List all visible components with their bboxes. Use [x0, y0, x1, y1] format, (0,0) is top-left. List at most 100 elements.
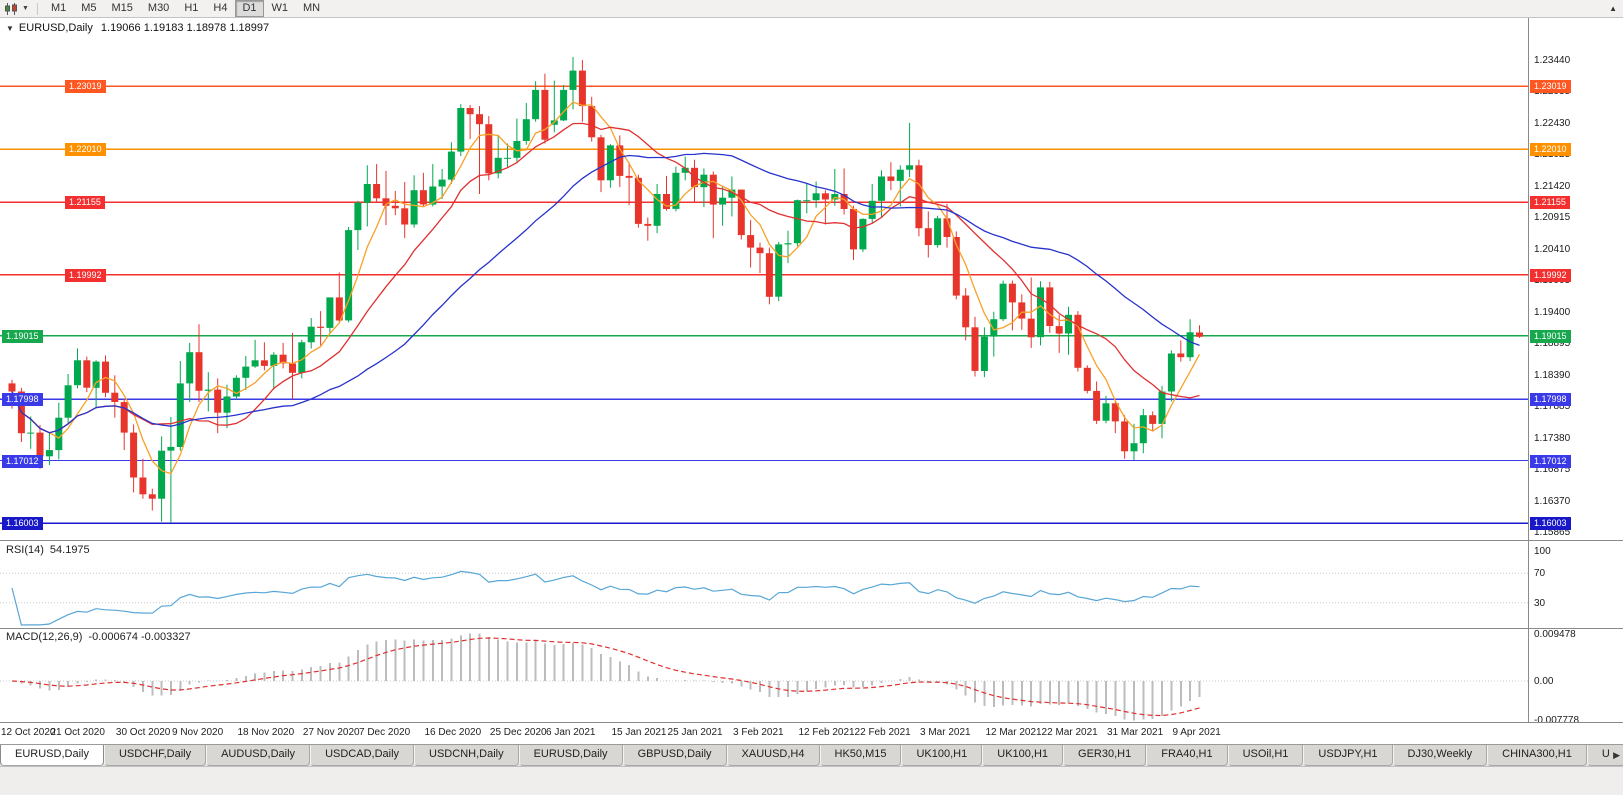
date-label: 30 Oct 2020 [115, 727, 171, 738]
ma-medium-line [11, 122, 1200, 434]
symbol-menu-icon[interactable]: ▼ [6, 24, 14, 33]
hline-price-tag-left: 1.17998 [2, 393, 43, 407]
rsi-line [11, 570, 1200, 626]
price-axis-label: 1.18390 [1534, 369, 1571, 381]
chart-tab-USOil-H1[interactable]: USOil,H1 [1227, 745, 1304, 766]
price-axis-label: 1.22430 [1534, 117, 1571, 129]
hline-price-tag-left: 1.16003 [2, 517, 43, 531]
panel-splitter-rsi[interactable] [0, 540, 1623, 541]
price-axis-label: 1.16370 [1534, 495, 1571, 507]
date-label: 27 Nov 2020 [302, 727, 360, 738]
panel-splitter-macd[interactable] [0, 628, 1623, 629]
chart-tab-UK100-H1[interactable]: UK100,H1 [901, 745, 983, 766]
date-label: 16 Dec 2020 [424, 727, 482, 738]
period-button-D1[interactable]: D1 [235, 0, 264, 17]
chart-tab-USDCNH-Daily[interactable]: USDCNH,Daily [414, 745, 519, 766]
price-axis-label: 1.19400 [1534, 306, 1571, 318]
chart-tab-DJ30-Weekly[interactable]: DJ30,Weekly [1392, 745, 1488, 766]
ma-slow-line [11, 152, 1200, 434]
chart-type-icon[interactable] [4, 2, 19, 15]
chart-title-ohlc: 1.19066 1.19183 1.18978 1.18997 [100, 22, 270, 34]
date-axis[interactable]: 12 Oct 2020 21 Oct 2020 30 Oct 2020 9 Nov 2… [0, 722, 1623, 744]
hline-price-tag-right: 1.23019 [1530, 80, 1571, 94]
macd-values: -0.000674 -0.003327 [88, 631, 191, 643]
date-label: 12 Feb 2021 [798, 727, 855, 738]
chart-tab-EURUSD-Daily[interactable]: EURUSD,Daily [518, 745, 623, 766]
macd-label: MACD(12,26,9) -0.000674 -0.003327 [6, 631, 191, 643]
hline-price-tag-right: 1.22010 [1530, 143, 1571, 157]
horizontal-lines [0, 85, 1528, 525]
price-axis-label: 1.16875 [1534, 464, 1571, 476]
date-label: 9 Apr 2021 [1172, 727, 1221, 738]
period-button-H1[interactable]: H1 [184, 2, 199, 14]
period-button-M30[interactable]: M30 [147, 2, 170, 14]
period-button-MN[interactable]: MN [303, 2, 321, 14]
chart-title: ▼ EURUSD,Daily 1.19066 1.19183 1.18978 1.1… [6, 22, 269, 34]
hline-price-tag-left: 1.17012 [2, 454, 43, 468]
chart-canvas[interactable] [0, 0, 1528, 722]
chart-tab-EURUSD-Daily[interactable]: EURUSD,Daily [0, 745, 104, 766]
price-axis-label: 1.17380 [1534, 432, 1571, 444]
period-button-W1[interactable]: W1 [271, 2, 289, 14]
period-button-M5[interactable]: M5 [81, 2, 97, 14]
price-axis-label: 1.20915 [1534, 212, 1571, 224]
date-label: 7 Dec 2020 [359, 727, 411, 738]
date-label: 21 Oct 2020 [50, 727, 105, 738]
toolbar-scroll-up-icon[interactable]: ▲ [1609, 4, 1617, 13]
chart-title-symbol: EURUSD,Daily [18, 22, 93, 34]
rsi-axis-label: 100 [1534, 546, 1551, 557]
period-button-M1[interactable]: M1 [50, 2, 67, 14]
hline-price-tag-right: 1.19015 [1530, 329, 1571, 343]
chart-tab-XAUUSD-H4[interactable]: XAUUSD,H4 [726, 745, 820, 766]
rsi-axis-label: 70 [1534, 568, 1546, 580]
hline-price-tag-left: 1.21155 [65, 196, 105, 210]
macd-axis-top-label: 0.009478 [1534, 628, 1576, 640]
price-axis-label: 1.15865 [1534, 527, 1571, 538]
date-label: 15 Jan 2021 [611, 727, 667, 738]
hline-price-tag-left: 1.19992 [65, 268, 106, 282]
macd-name: MACD(12,26,9) [6, 631, 83, 643]
chart-tab-U[interactable]: U [1586, 745, 1623, 766]
date-label: 25 Jan 2021 [667, 727, 723, 738]
date-label: 22 Feb 2021 [854, 727, 911, 738]
price-axis-label: 1.18895 [1534, 338, 1571, 350]
date-label: 31 Mar 2021 [1107, 727, 1164, 738]
hline-price-tag-left: 1.19015 [2, 329, 43, 343]
toolbar: ▼ M1 M5 M15 M30 H1 H4 D1 W1 MN ▲ [0, 0, 1623, 18]
hline-price-tag-left: 1.23019 [65, 80, 106, 94]
rsi-value: 54.1975 [49, 544, 90, 556]
chart-tab-GBPUSD-Daily[interactable]: GBPUSD,Daily [622, 745, 727, 766]
chart-tab-UK100-H1[interactable]: UK100,H1 [982, 745, 1064, 766]
chart-type-dropdown-icon[interactable]: ▼ [22, 5, 29, 12]
chart-tab-AUDUSD-Daily[interactable]: AUDUSD,Daily [206, 745, 311, 766]
price-axis-label: 1.20410 [1534, 243, 1571, 255]
price-axis-column[interactable]: 1.234401.229351.224301.219251.214201.209… [1528, 18, 1623, 726]
tabs-scroll-right-icon[interactable]: ▶ [1613, 750, 1620, 760]
hline-price-tag-right: 1.21155 [1530, 196, 1570, 210]
ma-fast-line [11, 101, 1201, 475]
chart-tab-USDCAD-Daily[interactable]: USDCAD,Daily [310, 745, 415, 766]
chart-tab-GER30-H1[interactable]: GER30,H1 [1063, 745, 1147, 766]
macd-histogram [20, 633, 1201, 721]
chart-tab-CHINA300-H1[interactable]: CHINA300,H1 [1487, 745, 1587, 766]
price-axis-label: 1.21420 [1534, 180, 1571, 192]
rsi-name: RSI(14) [6, 544, 44, 556]
hline-price-tag-right: 1.17012 [1530, 454, 1571, 468]
chart-tab-FRA40-H1[interactable]: FRA40,H1 [1146, 745, 1228, 766]
date-label: 18 Nov 2020 [237, 727, 295, 738]
period-button-H4[interactable]: H4 [213, 2, 228, 14]
date-label: 9 Nov 2020 [172, 727, 224, 738]
date-label: 3 Feb 2021 [733, 727, 784, 738]
date-label: 12 Mar 2021 [985, 727, 1042, 738]
hline-price-tag-right: 1.19992 [1530, 268, 1571, 282]
chart-tab-USDJPY-H1[interactable]: USDJPY,H1 [1303, 745, 1393, 766]
date-label: 25 Dec 2020 [489, 727, 547, 738]
date-label: 12 Oct 2020 [1, 727, 56, 738]
price-axis-label: 1.17885 [1534, 401, 1571, 413]
period-button-M15[interactable]: M15 [111, 2, 133, 14]
chart-tab-USDCHF-Daily[interactable]: USDCHF,Daily [103, 745, 207, 766]
rsi-axis-label: 30 [1534, 597, 1546, 609]
chart-tab-HK50-M15[interactable]: HK50,M15 [819, 745, 902, 766]
rsi-label: RSI(14) 54.1975 [6, 544, 90, 556]
